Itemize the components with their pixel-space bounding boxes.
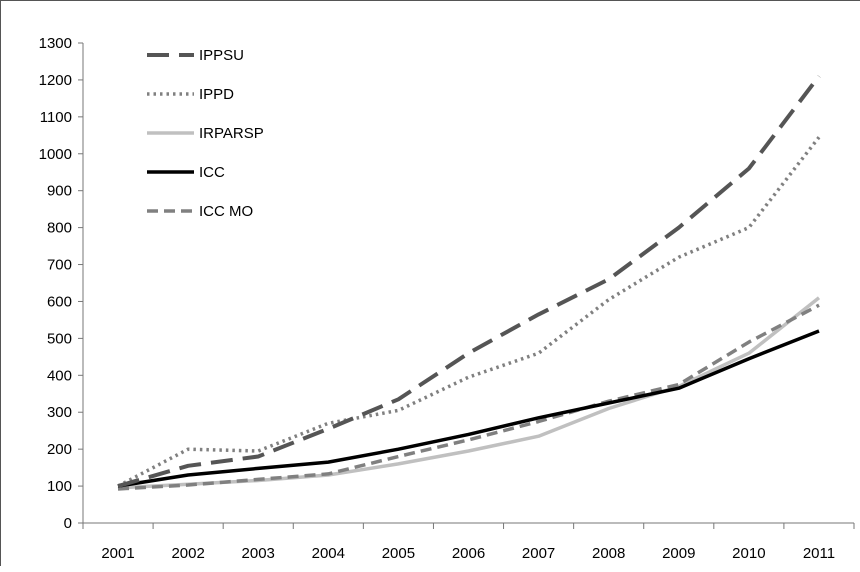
x-tick-label: 2005 xyxy=(382,545,415,562)
legend: IPPSU IPPD IRPARSP ICC ICC MO xyxy=(147,47,264,220)
x-tick-label: 2001 xyxy=(101,545,134,562)
y-tick-label: 0 xyxy=(64,515,72,532)
y-tick-label: 200 xyxy=(47,441,72,458)
y-tick-label: 100 xyxy=(47,478,72,495)
x-tick-label: 2002 xyxy=(171,545,204,562)
y-axis-ticks: 0 100 200 300 400 500 600 700 800 900 1000 1100 1200… xyxy=(39,35,83,532)
y-tick-label: 600 xyxy=(47,293,72,310)
y-tick-label: 900 xyxy=(47,183,72,200)
y-tick-label: 1100 xyxy=(40,109,72,126)
x-tick-label: 2007 xyxy=(522,545,555,562)
legend-label: IPPSU xyxy=(199,47,244,64)
x-tick-label: 2006 xyxy=(452,545,485,562)
legend-label: IPPD xyxy=(199,86,234,103)
y-tick-label: 1300 xyxy=(39,35,72,52)
y-tick-label: 800 xyxy=(47,220,72,237)
legend-label: ICC MO xyxy=(199,203,253,220)
legend-label: IRPARSP xyxy=(199,125,264,142)
x-tick-label: 2004 xyxy=(312,545,345,562)
y-tick-label: 1000 xyxy=(39,146,72,163)
x-tick-label: 2008 xyxy=(592,545,625,562)
y-tick-label: 500 xyxy=(47,330,72,347)
y-tick-label: 1200 xyxy=(39,72,72,89)
x-tick-label: 2011 xyxy=(803,545,835,562)
y-tick-label: 400 xyxy=(47,367,72,384)
legend-label: ICC xyxy=(199,164,225,181)
x-tick-label: 2003 xyxy=(242,545,275,562)
y-tick-label: 700 xyxy=(47,257,72,274)
x-tick-label: 2010 xyxy=(732,545,765,562)
x-tick-label: 2009 xyxy=(662,545,695,562)
y-tick-label: 300 xyxy=(47,404,72,421)
x-axis-ticks: 2001 2002 2003 2004 2005 2006 2007 2008 2009 2010… xyxy=(83,523,854,562)
